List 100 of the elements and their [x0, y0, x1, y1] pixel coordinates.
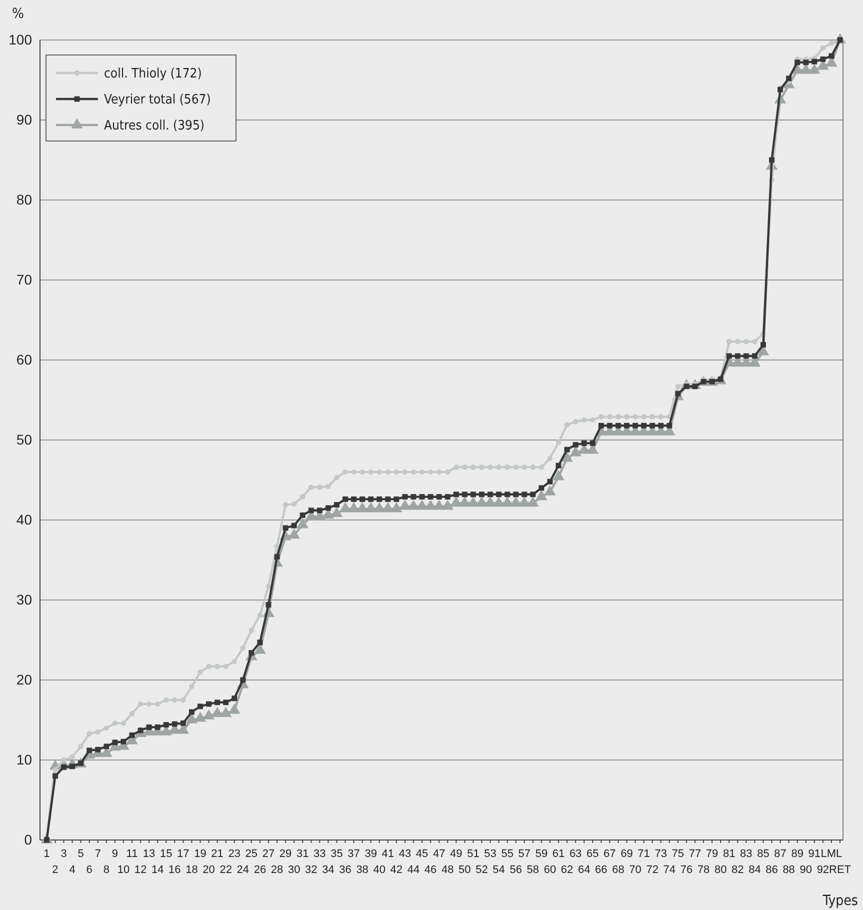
y-axis-title: % [12, 6, 24, 22]
x-tick-label: 79 [706, 848, 718, 860]
x-tick-label: 45 [416, 848, 428, 860]
x-tick-label: 28 [270, 864, 284, 876]
y-tick-label: 80 [16, 191, 32, 208]
x-tick-label: 38 [356, 864, 368, 876]
x-tick-label: 17 [177, 848, 190, 860]
x-tick-label: 91 [808, 848, 821, 860]
x-tick-label: 27 [262, 848, 275, 860]
x-tick-label: 60 [544, 864, 556, 876]
x-tick-label: 75 [672, 848, 684, 860]
x-tick-label: 61 [552, 848, 565, 860]
x-tick-label: 15 [160, 848, 172, 860]
x-tick-label: 35 [330, 848, 343, 860]
x-tick-label: 86 [766, 864, 778, 876]
x-tick-label: 63 [569, 848, 582, 860]
x-tick-label: 34 [322, 864, 334, 876]
x-tick-label: 50 [458, 864, 471, 876]
x-tick-label: LML [820, 848, 842, 860]
x-tick-label: 18 [186, 864, 198, 876]
x-tick-label: 44 [407, 864, 420, 876]
x-tick-label: 7 [94, 848, 101, 860]
x-tick-label: 2 [52, 864, 58, 876]
x-tick-label: 83 [740, 848, 752, 860]
x-tick-label: 62 [560, 864, 574, 876]
x-tick-label: 20 [202, 864, 215, 876]
x-tick-label: 74 [663, 864, 676, 876]
x-tick-label: 37 [348, 848, 360, 860]
x-tick-label: 46 [424, 864, 437, 876]
x-tick-label: 89 [791, 848, 804, 860]
x-tick-label: 14 [151, 864, 164, 876]
x-tick-label: 53 [484, 848, 496, 860]
y-tick-label: 90 [16, 111, 32, 128]
x-tick-label: 36 [339, 864, 352, 876]
y-tick-label: 100 [8, 31, 32, 48]
x-tick-label: 71 [638, 848, 650, 860]
x-tick-label: 87 [774, 848, 786, 860]
x-tick-label: 85 [757, 848, 770, 860]
x-tick-label: 31 [296, 848, 309, 860]
x-tick-label: 59 [535, 848, 548, 860]
x-tick-label: 8 [103, 864, 110, 876]
x-tick-label: 41 [382, 848, 394, 860]
y-tick-label: 60 [16, 351, 32, 368]
x-tick-label: 82 [732, 864, 744, 876]
x-tick-label: 77 [688, 848, 702, 860]
y-tick-label: 0 [24, 831, 32, 848]
x-tick-label: 70 [629, 864, 642, 876]
y-tick-label: 40 [16, 511, 32, 528]
x-tick-label: 19 [194, 848, 206, 860]
x-tick-label: 69 [620, 848, 633, 860]
x-tick-label: 65 [586, 848, 599, 860]
x-tick-label: 88 [782, 864, 795, 876]
x-tick-label: 25 [245, 848, 258, 860]
x-axis-title: Types [822, 893, 858, 909]
x-tick-label: 51 [467, 848, 480, 860]
x-tick-label: 3 [60, 848, 67, 860]
x-tick-label: 52 [476, 864, 488, 876]
x-tick-label: 78 [697, 864, 710, 876]
x-tick-label: RET [829, 864, 852, 876]
x-tick-label: 5 [78, 848, 84, 860]
x-tick-label: 84 [748, 864, 761, 876]
x-tick-label: 56 [510, 864, 522, 876]
x-tick-label: 23 [228, 848, 240, 860]
x-tick-label: 42 [390, 864, 403, 876]
x-tick-label: 49 [450, 848, 462, 860]
y-tick-label: 30 [16, 591, 32, 608]
x-tick-label: 29 [279, 848, 292, 860]
x-tick-label: 72 [646, 864, 658, 876]
x-tick-label: 16 [168, 864, 181, 876]
x-tick-label: 30 [288, 864, 300, 876]
x-tick-label: 6 [86, 864, 92, 876]
x-tick-label: 68 [612, 864, 624, 876]
x-tick-label: 11 [126, 848, 138, 860]
x-tick-label: 12 [134, 864, 147, 876]
y-tick-label: 20 [16, 671, 32, 688]
x-tick-label: 24 [236, 864, 250, 876]
x-tick-label: 4 [69, 864, 76, 876]
x-tick-label: 26 [254, 864, 266, 876]
x-tick-label: 73 [654, 848, 667, 860]
x-tick-label: 57 [518, 848, 531, 860]
x-tick-label: 76 [680, 864, 693, 876]
y-tick-label: 10 [16, 751, 32, 768]
x-tick-label: 64 [578, 864, 590, 876]
x-tick-label: 81 [722, 848, 736, 860]
x-tick-label: 33 [314, 848, 326, 860]
x-tick-label: 48 [441, 864, 454, 876]
x-tick-label: 1 [44, 848, 50, 860]
x-tick-label: 22 [220, 864, 232, 876]
x-tick-label: 58 [526, 864, 540, 876]
x-tick-label: 66 [595, 864, 608, 876]
x-tick-label: 67 [604, 848, 616, 860]
legend-label: Veyrier total (567) [104, 92, 211, 108]
x-tick-label: 55 [501, 848, 514, 860]
x-tick-label: 90 [800, 864, 812, 876]
x-tick-label: 10 [117, 864, 130, 876]
x-tick-label: 47 [432, 848, 446, 860]
legend-label: Autres coll. (395) [104, 118, 204, 134]
y-tick-label: 50 [16, 431, 32, 448]
legend-label: coll. Thioly (172) [104, 66, 202, 82]
x-tick-label: 80 [714, 864, 727, 876]
